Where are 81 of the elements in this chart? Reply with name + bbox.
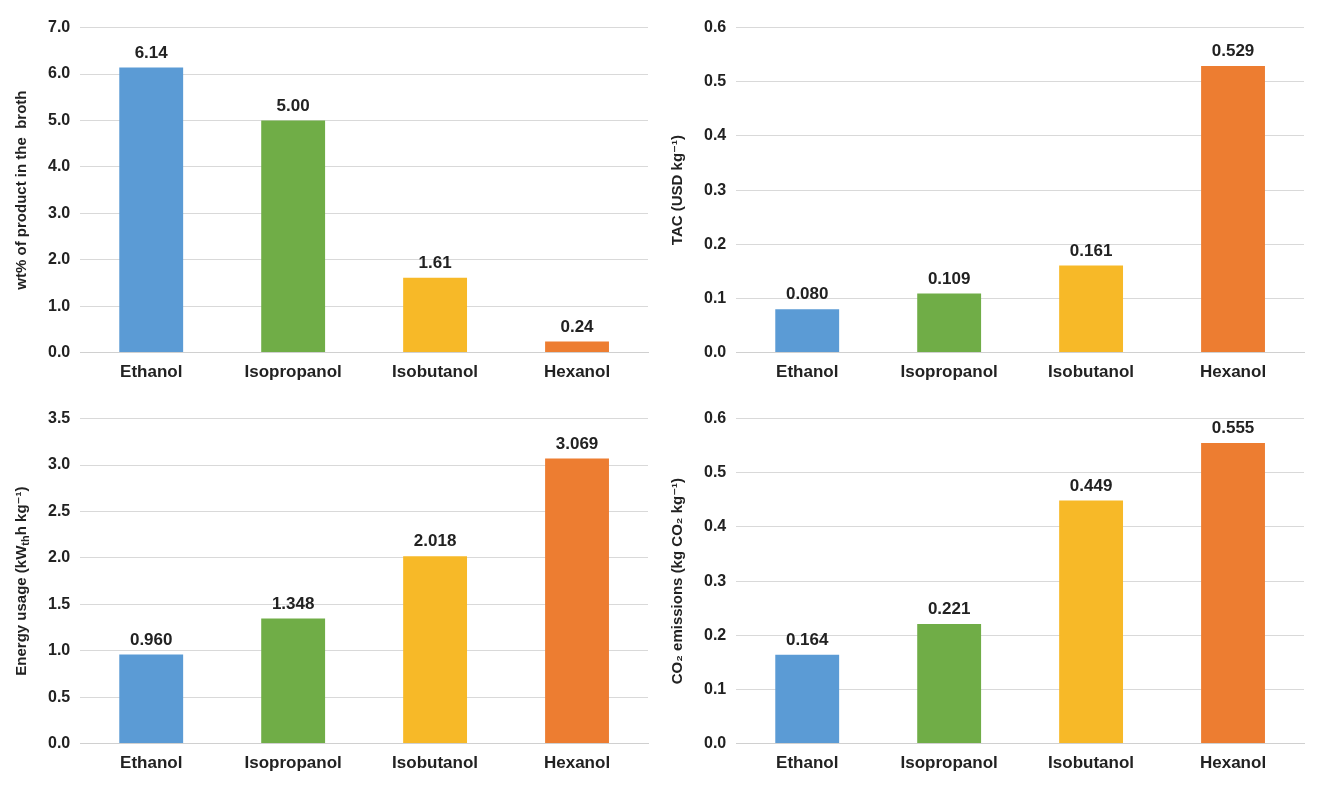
y-tick-label: 0.6 (703, 18, 727, 36)
data-label: 5.00 (276, 95, 310, 115)
y-axis-title: TAC (USD kg⁻¹) (668, 135, 686, 246)
y-tick-label: 0.5 (703, 72, 727, 90)
data-label: 0.960 (129, 629, 173, 649)
bar (119, 67, 184, 353)
y-tick-label: 4.0 (47, 157, 71, 175)
y-tick-label: 7.0 (47, 18, 71, 36)
bar (917, 623, 982, 744)
bar (261, 618, 326, 744)
y-tick-label: 0.0 (703, 343, 727, 361)
data-label: 0.221 (927, 599, 971, 619)
x-tick-label: Ethanol (120, 362, 183, 382)
data-label: 0.164 (785, 629, 830, 649)
bar (1059, 265, 1124, 353)
y-tick-label: 0.6 (703, 409, 727, 427)
bar (119, 654, 184, 744)
data-label: 0.080 (785, 284, 829, 304)
bar (403, 556, 468, 744)
x-tick-label: Ethanol (776, 753, 839, 773)
data-label: 1.61 (418, 253, 452, 273)
bar (1201, 442, 1265, 744)
bar (1059, 500, 1124, 744)
y-tick-label: 6.0 (47, 64, 71, 82)
data-label: 6.14 (134, 42, 169, 62)
y-tick-label: 3.0 (47, 455, 71, 473)
x-tick-label: Hexanol (1199, 362, 1267, 382)
x-tick-label: Ethanol (120, 753, 183, 773)
data-label: 2.018 (413, 531, 457, 551)
x-tick-label: Hexanol (543, 362, 611, 382)
bar (775, 309, 840, 353)
y-tick-label: 1.5 (47, 594, 71, 612)
data-label: 0.24 (560, 316, 595, 336)
y-tick-label: 3.0 (47, 203, 71, 221)
y-tick-label: 5.0 (47, 110, 71, 128)
x-tick-label: Isopropanol (900, 362, 998, 382)
x-tick-label: Isopropanol (244, 362, 342, 382)
y-tick-label: 0.1 (703, 679, 727, 697)
x-tick-label: Isobutanol (392, 362, 479, 382)
x-tick-label: Isobutanol (1048, 753, 1135, 773)
data-label: 3.069 (555, 433, 599, 453)
bar (545, 341, 609, 353)
y-tick-label: 0.3 (703, 180, 727, 198)
bar (917, 293, 982, 353)
x-tick-label: Isobutanol (1048, 362, 1135, 382)
data-label: 0.529 (1211, 41, 1255, 61)
y-tick-label: 0.1 (703, 288, 727, 306)
data-label: 0.161 (1069, 240, 1113, 260)
bar (403, 277, 468, 353)
bar (775, 654, 840, 744)
y-tick-label: 0.4 (703, 126, 727, 144)
x-tick-label: Hexanol (543, 753, 611, 773)
y-tick-label: 2.5 (47, 501, 71, 519)
y-tick-label: 0.2 (703, 234, 727, 252)
y-tick-label: 0.0 (47, 343, 71, 361)
y-tick-label: 0.0 (703, 734, 727, 752)
data-label: 1.348 (271, 593, 315, 613)
y-tick-label: 0.4 (703, 517, 727, 535)
bar (1201, 66, 1265, 353)
y-axis-title: wt% of product in the broth (12, 90, 30, 291)
bar (545, 458, 609, 744)
bar (261, 120, 326, 353)
x-tick-label: Isopropanol (244, 753, 342, 773)
x-tick-label: Isobutanol (392, 753, 479, 773)
y-tick-label: 1.0 (47, 296, 71, 314)
y-tick-label: 1.0 (47, 641, 71, 659)
y-tick-label: 0.2 (703, 625, 727, 643)
y-tick-label: 0.0 (47, 734, 71, 752)
x-tick-label: Hexanol (1199, 753, 1267, 773)
y-tick-label: 0.3 (703, 571, 727, 589)
y-tick-label: 3.5 (47, 409, 71, 427)
x-tick-label: Ethanol (776, 362, 839, 382)
y-axis-title: CO₂ emissions (kg CO₂ kg⁻¹) (668, 477, 686, 685)
data-label: 0.555 (1211, 418, 1255, 438)
y-tick-label: 0.5 (703, 463, 727, 481)
y-tick-label: 0.5 (47, 687, 71, 705)
y-tick-label: 2.0 (47, 548, 71, 566)
y-tick-label: 2.0 (47, 250, 71, 268)
x-tick-label: Isopropanol (900, 753, 998, 773)
data-label: 0.449 (1069, 475, 1113, 495)
data-label: 0.109 (927, 268, 971, 288)
